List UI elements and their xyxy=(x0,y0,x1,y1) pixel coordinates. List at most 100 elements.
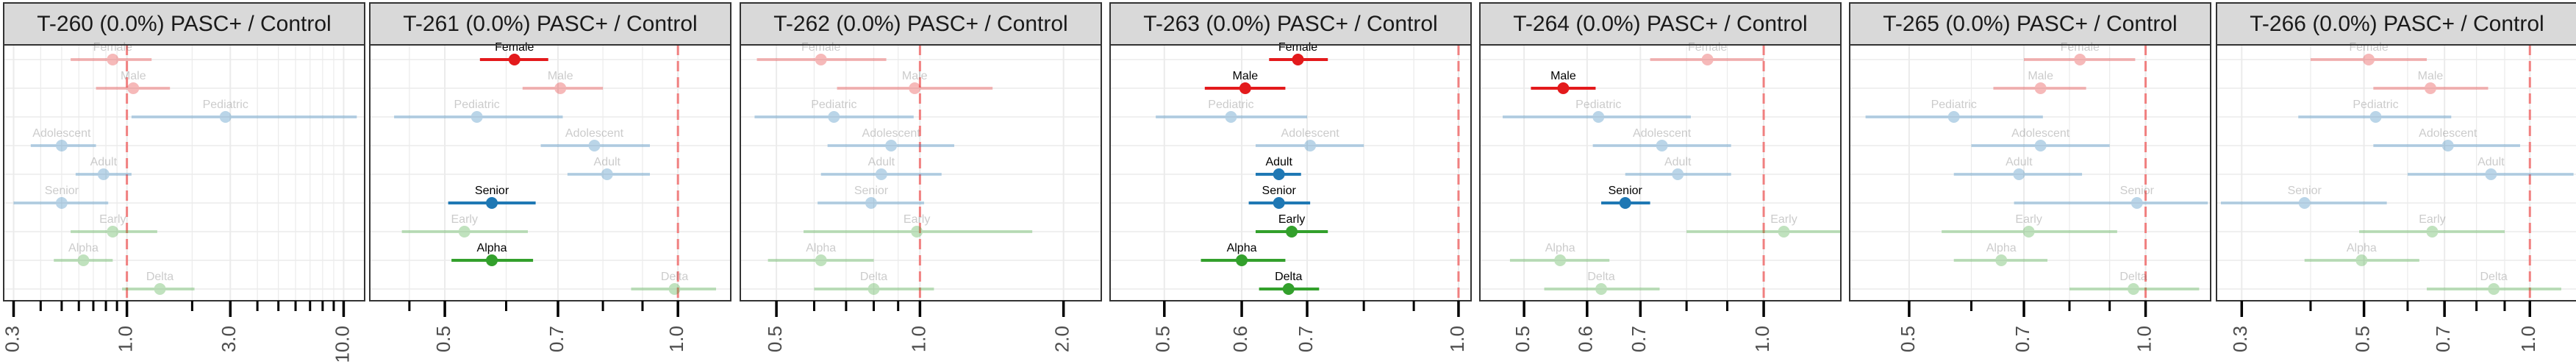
axis-tick-label: 1.0 xyxy=(2133,326,2155,352)
point-estimate xyxy=(1225,111,1237,123)
point-label: Female xyxy=(1278,41,1317,54)
estimate-row-early: Early xyxy=(804,213,1033,238)
point-label: Pediatric xyxy=(454,99,500,111)
estimate-row-alpha: Alpha xyxy=(1201,242,1286,266)
panel-border xyxy=(1849,44,2211,301)
estimate-row-pediatric: Pediatric xyxy=(2298,99,2452,123)
estimate-row-adult: Adult xyxy=(75,156,132,180)
panel-background xyxy=(4,45,365,301)
facet-title: T-261 (0.0%) PASC+ / Control xyxy=(403,12,697,36)
estimate-row-pediatric: Pediatric xyxy=(1156,99,1308,123)
point-estimate xyxy=(2363,54,2375,65)
point-label: Alpha xyxy=(68,242,99,254)
point-label: Adolescent xyxy=(862,127,921,140)
point-label: Male xyxy=(2418,70,2444,82)
point-estimate xyxy=(1273,168,1285,180)
point-estimate xyxy=(1619,197,1631,209)
point-estimate xyxy=(107,226,119,238)
point-label: Alpha xyxy=(2347,242,2377,254)
point-label: Alpha xyxy=(477,242,507,254)
estimate-row-alpha: Alpha xyxy=(2304,242,2419,266)
point-estimate xyxy=(2369,111,2382,123)
facet-title: T-262 (0.0%) PASC+ / Control xyxy=(773,12,1067,36)
point-estimate xyxy=(458,226,471,238)
estimate-row-adolescent: Adolescent xyxy=(2373,127,2520,151)
estimate-row-delta: Delta xyxy=(1544,271,1660,295)
point-label: Delta xyxy=(661,271,688,283)
point-label: Senior xyxy=(2120,185,2155,197)
facet-title: T-263 (0.0%) PASC+ / Control xyxy=(1143,12,1437,36)
panel-border xyxy=(1109,44,1472,301)
point-estimate xyxy=(1656,140,1668,151)
point-estimate xyxy=(865,197,877,209)
point-estimate xyxy=(1995,254,2008,266)
point-label: Adolescent xyxy=(2419,127,2477,140)
estimate-row-early: Early xyxy=(2359,213,2505,238)
point-label: Adolescent xyxy=(1281,127,1340,140)
point-label: Adult xyxy=(868,156,895,168)
facet-title: T-265 (0.0%) PASC+ / Control xyxy=(1883,12,2177,36)
estimate-row-senior: Senior xyxy=(13,185,109,209)
estimate-row-adult: Adult xyxy=(567,156,651,180)
facet-strip xyxy=(3,2,365,46)
point-estimate xyxy=(601,168,613,180)
point-estimate xyxy=(2034,140,2047,151)
point-estimate xyxy=(1947,111,1960,123)
point-estimate xyxy=(127,82,140,94)
point-label: Female xyxy=(1688,41,1727,54)
point-estimate xyxy=(1778,226,1790,238)
point-estimate xyxy=(55,197,68,209)
point-estimate xyxy=(2034,82,2047,94)
point-label: Early xyxy=(2419,213,2445,226)
panel-border xyxy=(2216,44,2576,301)
facet-panel-1: T-260 (0.0%) PASC+ / Control Female Male Pe… xyxy=(1,2,365,363)
point-label: Adolescent xyxy=(2011,127,2070,140)
point-label: Male xyxy=(121,70,146,82)
point-estimate xyxy=(1672,168,1684,180)
estimate-row-pediatric: Pediatric xyxy=(754,99,914,123)
point-estimate xyxy=(1236,254,1248,266)
estimate-row-delta: Delta xyxy=(814,271,934,295)
estimate-row-senior: Senior xyxy=(448,185,536,209)
axis-tick-label: 2.0 xyxy=(1051,326,1073,352)
axis-tick-label: 0.3 xyxy=(2229,326,2251,352)
axis-tick-label: 0.7 xyxy=(2011,326,2033,352)
point-estimate xyxy=(154,283,166,295)
point-estimate xyxy=(97,168,110,180)
estimate-row-delta: Delta xyxy=(631,271,717,295)
point-estimate xyxy=(219,111,232,123)
point-label: Adolescent xyxy=(32,127,91,140)
point-label: Alpha xyxy=(1986,242,2017,254)
axis-tick-label: 1.0 xyxy=(1446,326,1468,352)
estimate-row-senior: Senior xyxy=(817,185,924,209)
estimate-row-adolescent: Adolescent xyxy=(30,127,96,151)
estimate-row-early: Early xyxy=(1942,213,2117,238)
point-label: Delta xyxy=(146,271,173,283)
facet-strip xyxy=(740,2,1102,46)
point-label: Early xyxy=(2015,213,2042,226)
facet-panel-7: T-266 (0.0%) PASC+ / Control Female Male Pe… xyxy=(2216,2,2576,352)
point-estimate xyxy=(588,140,601,151)
estimate-row-senior: Senior xyxy=(2014,185,2208,209)
panel-border xyxy=(3,44,365,301)
point-label: Female xyxy=(2061,41,2100,54)
point-estimate xyxy=(828,111,840,123)
point-label: Early xyxy=(1770,213,1797,226)
axis-tick-label: 0.7 xyxy=(1628,326,1650,352)
point-estimate xyxy=(1273,197,1285,209)
point-label: Pediatric xyxy=(2353,99,2398,111)
point-label: Early xyxy=(99,213,126,226)
estimate-row-pediatric: Pediatric xyxy=(131,99,357,123)
point-label: Senior xyxy=(1262,185,1297,197)
facet-strip xyxy=(1849,2,2211,46)
facet-panel-2: T-261 (0.0%) PASC+ / Control Female Male Pe… xyxy=(369,2,731,352)
point-label: Male xyxy=(902,70,928,82)
estimate-row-female: Female xyxy=(756,41,887,65)
point-estimate xyxy=(668,283,681,295)
axis-tick-label: 0.7 xyxy=(545,326,568,352)
estimate-row-male: Male xyxy=(96,70,171,94)
point-label: Pediatric xyxy=(811,99,856,111)
point-estimate xyxy=(875,168,887,180)
estimate-row-adolescent: Adolescent xyxy=(1592,127,1731,151)
axis-tick-label: 3.0 xyxy=(218,326,240,352)
